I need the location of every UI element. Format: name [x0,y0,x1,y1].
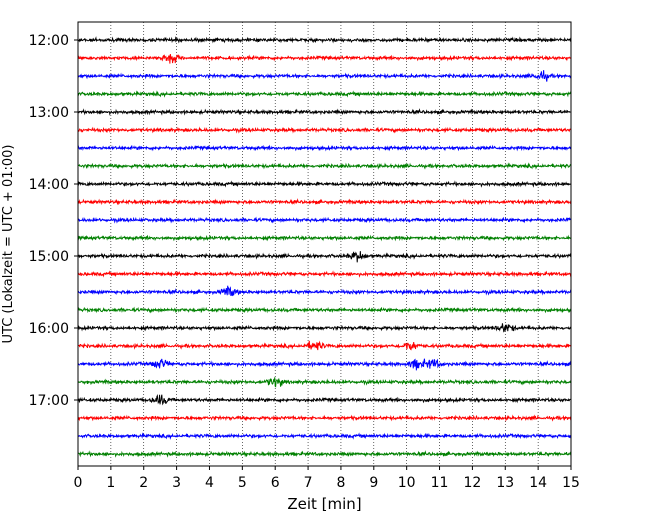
x-tick-label: 7 [304,475,313,491]
y-tick-label: 13:00 [29,105,69,121]
x-tick-label: 13 [496,475,514,491]
trace-1230 [77,70,572,82]
trace-1745 [77,450,572,458]
y-tick-label: 14:00 [29,177,69,193]
x-tick-label: 8 [336,475,345,491]
x-tick-label: 9 [369,475,378,491]
x-tick-label: 5 [238,475,247,491]
trace-1415 [77,198,572,206]
trace-1300 [77,108,572,116]
trace-1645 [77,377,572,388]
trace-1715 [77,414,572,422]
x-axis-label: Zeit [min] [287,495,361,513]
y-tick-label: 17:00 [29,393,69,409]
trace-1330 [77,144,572,152]
x-tick-label: 2 [139,475,148,491]
x-tick-label: 15 [562,475,580,491]
trace-1200 [77,36,572,44]
trace-1215 [77,53,572,64]
trace-1700 [77,394,572,406]
trace-1445 [77,234,572,242]
y-tick-label: 15:00 [29,249,69,265]
trace-1600 [77,323,572,333]
x-tick-label: 6 [271,475,280,491]
trace-1630 [77,358,572,371]
trace-1530 [77,285,572,297]
x-tick-label: 11 [431,475,449,491]
trace-1615 [77,340,572,351]
trace-1315 [77,126,572,134]
trace-layer [77,36,572,458]
trace-1500 [77,251,572,263]
x-tick-label: 14 [529,475,547,491]
x-tick-label: 10 [398,475,416,491]
x-tick-label: 12 [463,475,481,491]
x-tick-label: 0 [74,475,83,491]
trace-1345 [77,162,572,170]
tick-layer: 0 1 2 3 4 5 6 7 8 9 10 11 12 13 14 1512:0013:0014:0015:… [29,33,580,491]
x-tick-label: 4 [205,475,214,491]
y-tick-label: 12:00 [29,33,69,49]
trace-1245 [77,90,572,98]
plot-frame [77,21,572,467]
x-tick-label: 1 [106,475,115,491]
trace-1545 [77,306,572,314]
x-tick-label: 3 [172,475,181,491]
y-axis-label: UTC (Lokalzeit = UTC + 01:00) [1,145,16,344]
trace-1430 [77,216,572,224]
trace-1400 [77,180,572,188]
trace-1515 [77,270,572,278]
trace-1730 [77,432,572,440]
y-tick-label: 16:00 [29,321,69,337]
